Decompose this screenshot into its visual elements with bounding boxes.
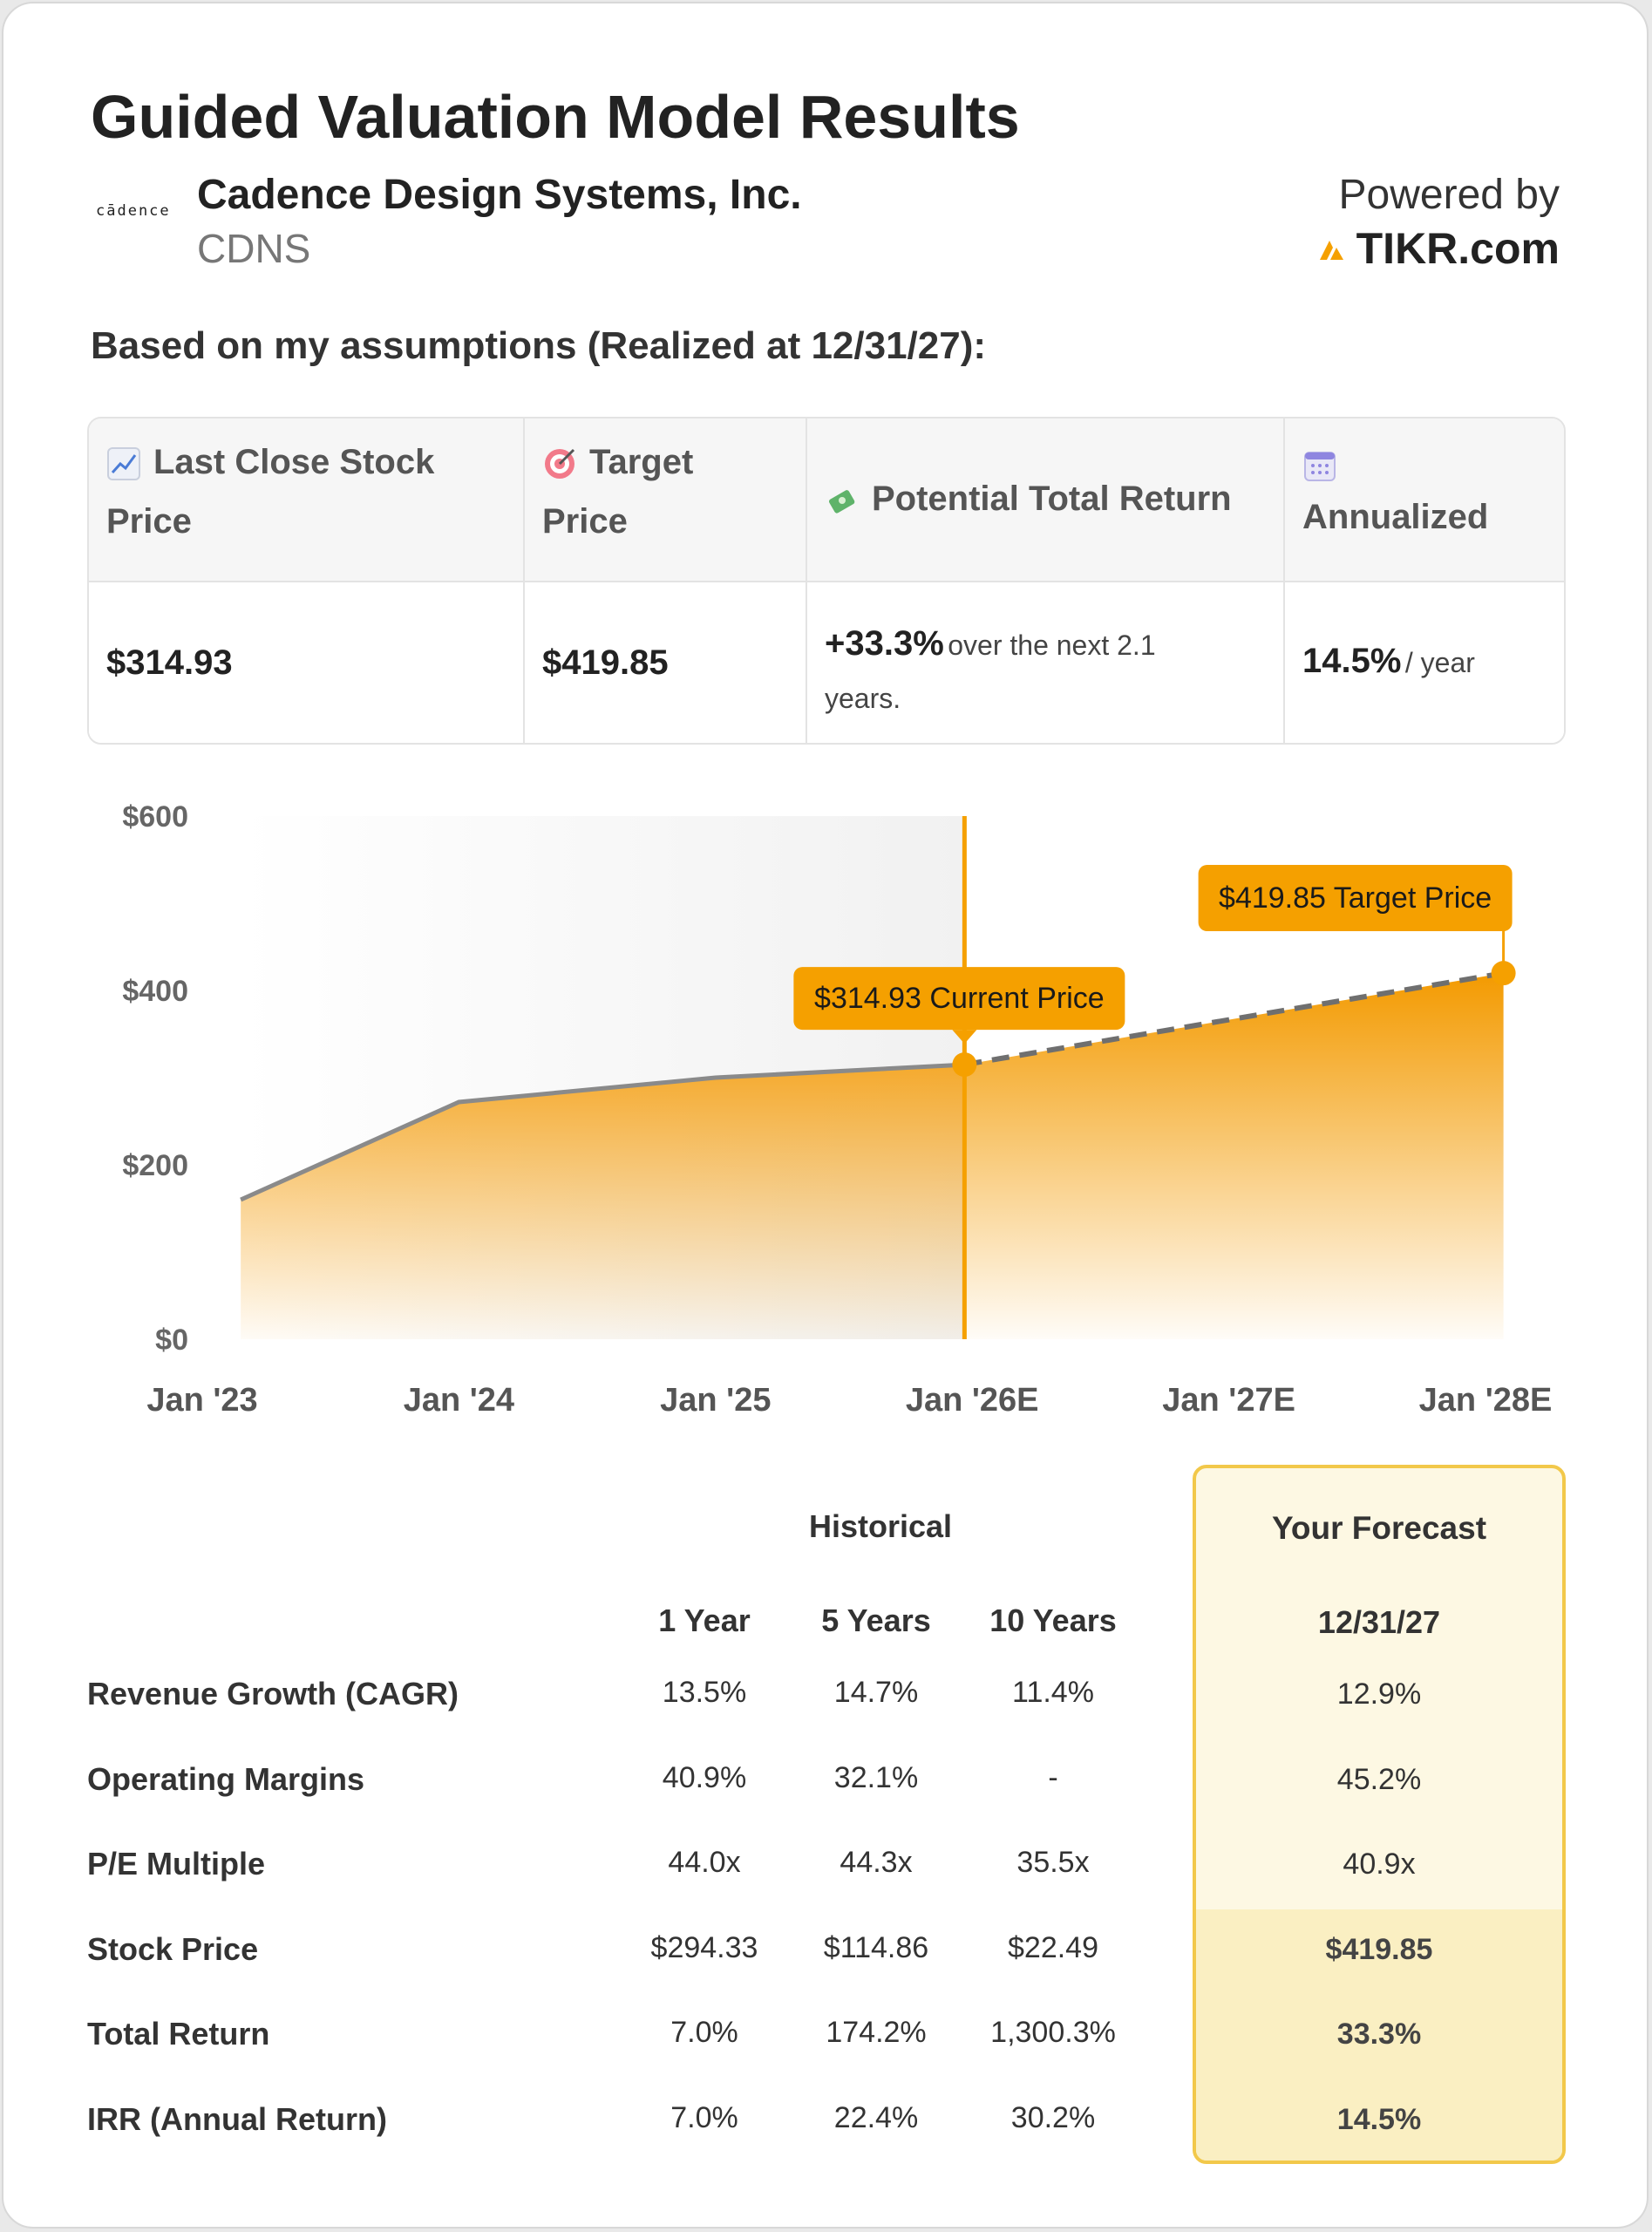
x-tick-label: Jan '24 <box>404 1382 514 1419</box>
chart-increasing-icon <box>107 447 140 481</box>
last-close-value-cell: $314.93 <box>89 582 525 743</box>
forecast-area <box>964 973 1504 1339</box>
current-price-callout <box>793 967 1125 1031</box>
historical-line <box>240 1062 965 1202</box>
historical-area <box>241 1065 965 1339</box>
y-tick-label: $400 <box>122 975 188 1008</box>
annualized-suffix: / year <box>1404 647 1475 678</box>
tikr-logo-icon <box>1319 241 1343 260</box>
y-tick-label: $600 <box>122 800 188 834</box>
calendar-icon <box>1304 452 1336 481</box>
header-last-close: Last Close Stock Price <box>89 418 525 581</box>
header-potential-return: Potential Total Return <box>807 418 1285 581</box>
x-tick-label: Jan '28E <box>1419 1382 1553 1419</box>
last-close-value: $314.93 <box>106 643 233 682</box>
target-icon <box>545 449 575 480</box>
forecast-line <box>963 970 1505 1068</box>
potential-return-cell: +33.3% over the next 2.1 years. <box>807 582 1285 743</box>
money-with-wings-icon <box>828 490 855 514</box>
forecast-highlight <box>1196 1909 1562 2161</box>
tikr-brand-link[interactable]: TIKR.com <box>1318 223 1560 274</box>
annualized-value: 14.5% <box>1302 642 1402 680</box>
y-tick-label: $0 <box>155 1324 188 1357</box>
target-price-label: $419.85 Target Price <box>1219 881 1492 915</box>
x-tick-label: Jan '27E <box>1162 1382 1295 1419</box>
price-chart: $0 $200 $400 $600 Jan '23 Jan '24 Jan '25 Jan … <box>122 800 1553 1419</box>
header-target: Target Price <box>525 418 807 581</box>
summary-header-row: Last Close Stock Price Target Price Pote <box>89 418 1564 582</box>
current-price-point <box>952 1052 977 1078</box>
potential-return-value: +33.3% <box>825 624 944 663</box>
y-tick-label: $200 <box>122 1149 188 1182</box>
current-price-label: $314.93 Current Price <box>814 982 1105 1015</box>
forecast-panel <box>1193 1465 1566 2164</box>
summary-values-row: $314.93 $419.85 +33.3% over the next 2.1… <box>89 582 1564 743</box>
x-tick-label: Jan '26E <box>906 1382 1039 1419</box>
header-annualized: Annualized <box>1285 418 1564 581</box>
target-value: $419.85 <box>542 643 669 682</box>
summary-table: Last Close Stock Price Target Price Pote <box>87 417 1566 745</box>
company-name: Cadence Design Systems, Inc. <box>197 172 802 218</box>
assumptions-heading: Based on my assumptions (Realized at 12/… <box>91 324 987 367</box>
target-value-cell: $419.85 <box>525 582 807 743</box>
company-logo: cādence <box>96 202 171 220</box>
page-title: Guided Valuation Model Results <box>91 83 1020 151</box>
powered-by-label: Powered by <box>1338 172 1560 218</box>
annualized-cell: 14.5% / year <box>1285 582 1564 743</box>
x-tick-label: Jan '25 <box>660 1382 771 1419</box>
potential-return-desc: over the next 2.1 <box>948 629 1156 661</box>
target-price-point <box>1491 961 1516 986</box>
x-tick-label: Jan '23 <box>146 1382 257 1419</box>
target-price-callout <box>1198 865 1513 931</box>
company-ticker: CDNS <box>197 226 311 271</box>
brand-text: TIKR.com <box>1356 224 1560 273</box>
